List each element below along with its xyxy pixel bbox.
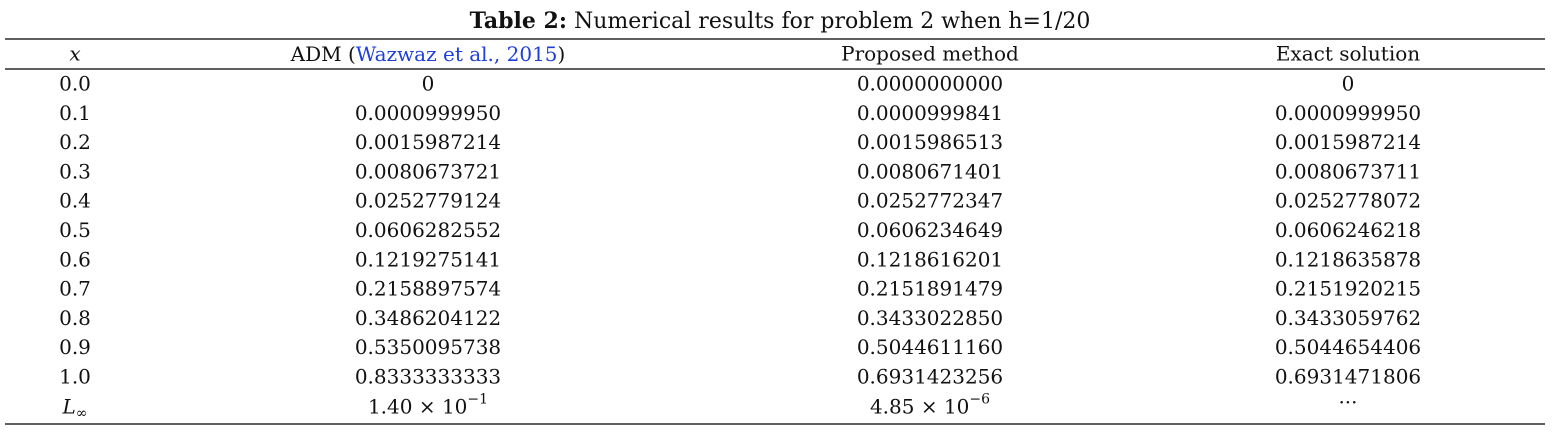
mantissa: 1.40 × 10 [368,394,467,418]
table-cell: 0.6931423256 [857,365,1003,389]
table-cell: 0.5350095738 [355,335,501,359]
table-cell: 0.2151891479 [857,277,1003,301]
table-cell: 0.0252778072 [1275,189,1421,213]
row-label: 1.0 [59,365,91,389]
table-cell: 0.6931471806 [1275,365,1421,389]
table-cell: ··· [1338,390,1357,414]
mantissa: 4.85 × 10 [870,394,969,418]
row-label: 0.9 [59,335,91,359]
header-text: ADM ( [290,42,356,66]
table-cell: 1.40 × 10−1 [368,391,488,418]
exponent: −6 [969,391,990,407]
row-label: 0.6 [59,247,91,271]
table-cell: 0.0015986513 [857,130,1003,154]
row-label: 0.7 [59,277,91,301]
table-cell: 0.0080673721 [355,159,501,183]
table-cell: 0.0080671401 [857,159,1003,183]
header-cell: Proposed method [841,42,1019,66]
table-cell: 0.0015987214 [1275,130,1421,154]
header-text: ) [558,42,566,66]
table-cell: 0.1218616201 [857,247,1003,271]
table-cell: 0 [422,72,435,96]
row-label: 0.2 [59,130,91,154]
table-cell: 0.2158897574 [355,277,501,301]
header-cell: x [69,42,80,66]
table-cell: 0.0252779124 [355,189,501,213]
table-caption: Table 2: Numerical results for problem 2… [470,8,1091,34]
row-label: 0.5 [59,218,91,242]
table-cell: 0.5044654406 [1275,335,1421,359]
row-label: 0.8 [59,306,91,330]
table-cell: 0.0000999950 [355,101,501,125]
caption-label: Table 2: [470,8,567,34]
table-cell: 0.0015987214 [355,130,501,154]
row-label: 0.3 [59,159,91,183]
table-cell: 0 [1342,72,1355,96]
header-cell: Exact solution [1276,42,1420,66]
table-cell: 0.3486204122 [355,306,501,330]
table-cell: 0.0606234649 [857,218,1003,242]
table-cell: 0.1218635878 [1275,247,1421,271]
table-cell: 0.0080673711 [1275,159,1421,183]
row-label: 0.0 [59,72,91,96]
table-cell: 0.5044611160 [857,335,1003,359]
citation-link[interactable]: Wazwaz et al., 2015 [356,42,558,66]
caption-text: Numerical results for problem 2 when h=1… [574,9,1090,34]
table-cell: 0.0606246218 [1275,218,1421,242]
norm-symbol: L [62,394,76,418]
norm-subscript: ∞ [76,405,88,421]
row-label: L∞ [62,394,88,422]
exponent: −1 [467,391,488,407]
table-cell: 0.8333333333 [355,365,501,389]
row-label: 0.4 [59,189,91,213]
table-cell: 0.3433022850 [857,306,1003,330]
table-cell: 4.85 × 10−6 [870,391,990,418]
table-cell: 0.0606282552 [355,218,501,242]
table-cell: 0.0000999841 [857,101,1003,125]
table-cell: 0.0000000000 [857,72,1003,96]
table-cell: 0.3433059762 [1275,306,1421,330]
header-cell: ADM (Wazwaz et al., 2015) [290,42,566,66]
table-cell: 0.0252772347 [857,189,1003,213]
row-label: 0.1 [59,101,91,125]
table-cell: 0.2151920215 [1275,277,1421,301]
table-cell: 0.1219275141 [355,247,501,271]
table-cell: 0.0000999950 [1275,101,1421,125]
